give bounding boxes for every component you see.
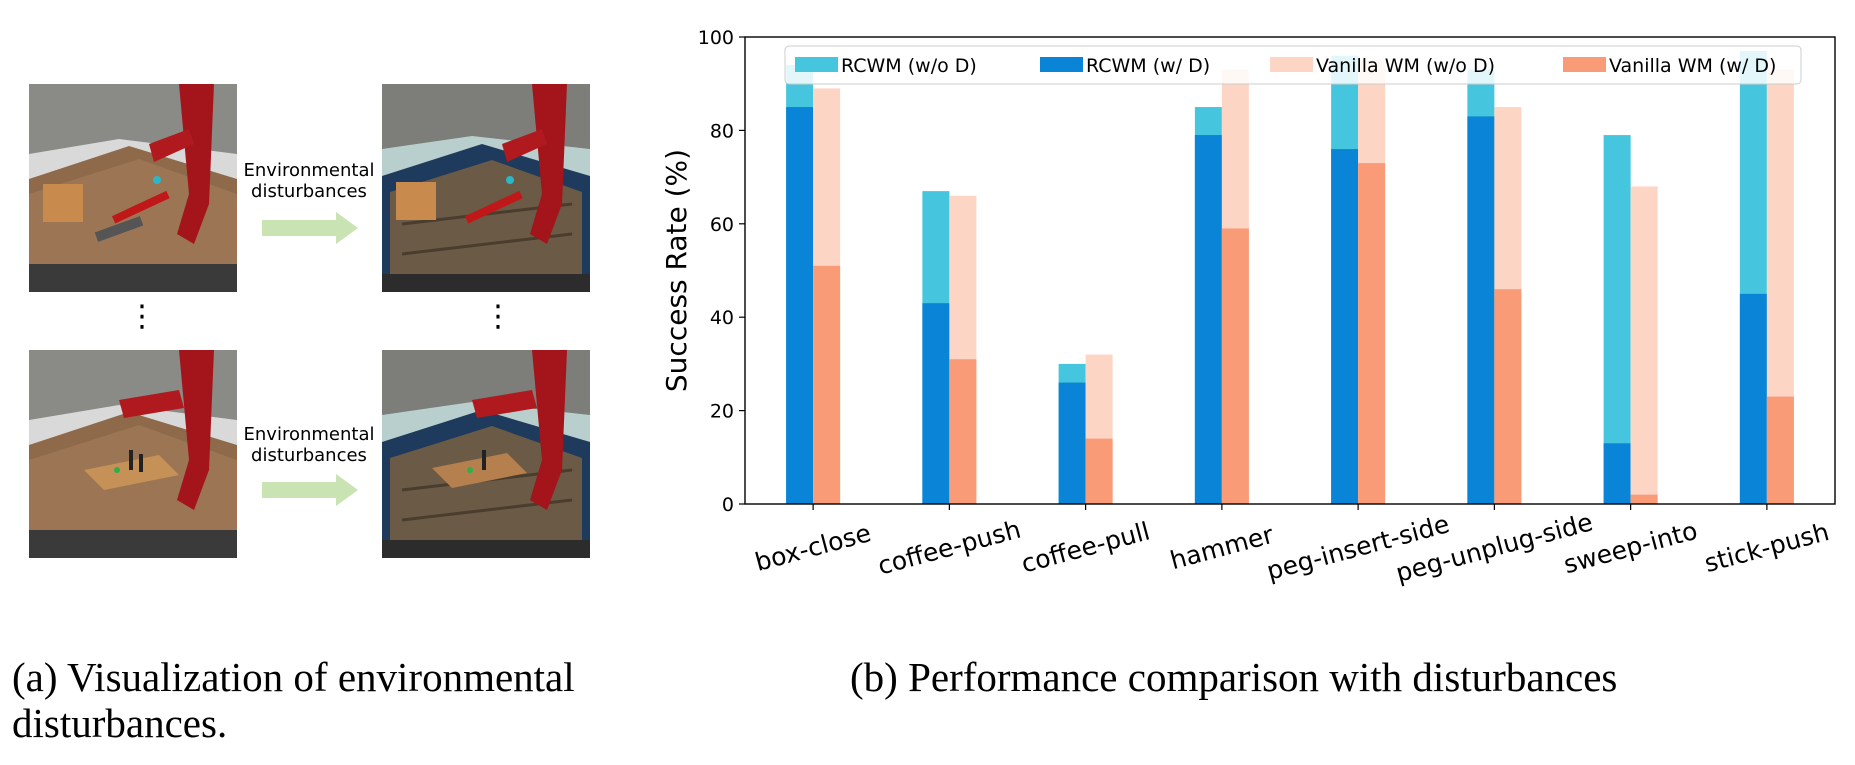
caption-a-marker: (a) [12,654,58,700]
x-tick-label: stick-push [1701,517,1832,578]
arrow-label-top: Environmental disturbances [234,160,384,202]
x-tick-label: box-close [752,518,874,577]
bar-vanilla-w-d [1358,163,1386,504]
arrow-label-top-line1: Environmental [243,160,375,181]
y-axis-label: Success Rate (%) [660,149,693,392]
arrow-label-top-line2: disturbances [251,181,367,202]
scene-image-disturbed-top [382,84,590,292]
bar-vanilla-w-d [949,359,977,504]
bar-rcwm-w-d [786,107,814,505]
bar-rcwm-w-d [1331,149,1359,504]
legend-swatch [1040,57,1083,72]
caption-a-line1: Visualization of environmental [67,654,575,700]
caption-a-line2: disturbances. [12,700,228,746]
arrow-label-bottom: Environmental disturbances [234,424,384,466]
legend-label: RCWM (w/o D) [841,55,977,77]
bar-rcwm-wo-d [1603,135,1631,504]
legend: RCWM (w/o D) RCWM (w/ D) Vanilla WM (w/o D… [784,45,1802,85]
legend-label: Vanilla WM (w/o D) [1316,55,1495,77]
y-tick-label: 20 [710,401,734,423]
bar-vanilla-w-d [1766,396,1794,504]
bar-rcwm-w-d [1739,293,1767,504]
legend-swatch [1563,57,1606,72]
legend-swatch [1270,57,1313,72]
arrow-right-icon [262,474,358,506]
caption-a: (a) Visualization of environmental distu… [12,654,575,746]
y-tick-label: 80 [710,120,734,142]
y-tick-label: 100 [698,27,734,49]
bar-rcwm-w-d [1467,116,1495,504]
arrow-label-bottom-line2: disturbances [251,445,367,466]
y-tick-label: 60 [710,214,734,236]
bar-rcwm-w-d [922,303,950,504]
y-tick-label: 40 [710,307,734,329]
scene-image-clean-top [29,84,237,292]
axes-frame [744,36,1836,505]
arrow-right-icon [262,212,358,244]
arrow-label-bottom-line1: Environmental [243,424,375,445]
bar-vanilla-w-d [1221,228,1249,504]
bar-rcwm-w-d [1058,382,1086,504]
bar-rcwm-w-d [1194,135,1222,504]
caption-b-text: Performance comparison with disturbances [908,654,1618,700]
legend-label: RCWM (w/ D) [1086,55,1210,77]
legend-swatch [795,57,838,72]
x-tick-label: coffee-pull [1018,516,1153,578]
bar-vanilla-wo-d [1630,186,1658,504]
x-tick-label: coffee-push [875,515,1024,581]
scene-image-disturbed-bottom [382,350,590,558]
caption-b: (b) Performance comparison with disturba… [850,654,1617,700]
caption-b-marker: (b) [850,654,898,700]
scene-image-clean-bottom [29,350,237,558]
bar-vanilla-w-d [1630,494,1658,504]
bar-vanilla-w-d [813,265,841,504]
bar-vanilla-w-d [1085,438,1113,504]
y-tick-label: 0 [722,494,734,516]
x-tick-label: hammer [1167,520,1277,576]
panel-a: Environmental disturbances Environmental… [0,0,620,640]
legend-label: Vanilla WM (w/ D) [1609,55,1776,77]
bar-vanilla-w-d [1494,289,1522,504]
bar-rcwm-w-d [1603,443,1631,504]
